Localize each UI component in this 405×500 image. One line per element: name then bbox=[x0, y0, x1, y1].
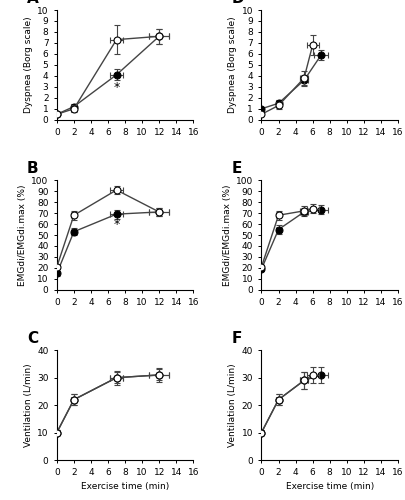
Text: *: * bbox=[113, 82, 119, 94]
Text: C: C bbox=[27, 331, 38, 346]
Text: A: A bbox=[27, 0, 38, 6]
X-axis label: Exercise time (min): Exercise time (min) bbox=[81, 482, 169, 490]
Text: *: * bbox=[113, 218, 119, 230]
Y-axis label: EMGdi/EMGdi.max (%): EMGdi/EMGdi.max (%) bbox=[18, 184, 27, 286]
Y-axis label: EMGdi/EMGdi.max (%): EMGdi/EMGdi.max (%) bbox=[222, 184, 231, 286]
Text: B: B bbox=[27, 160, 38, 176]
Text: E: E bbox=[231, 160, 241, 176]
Y-axis label: Ventilation (L/min): Ventilation (L/min) bbox=[24, 364, 33, 447]
Y-axis label: Ventilation (L/min): Ventilation (L/min) bbox=[228, 364, 237, 447]
Text: F: F bbox=[231, 331, 241, 346]
Text: D: D bbox=[231, 0, 243, 6]
Y-axis label: Dyspnea (Borg scale): Dyspnea (Borg scale) bbox=[228, 16, 237, 113]
X-axis label: Exercise time (min): Exercise time (min) bbox=[285, 482, 373, 490]
Y-axis label: Dyspnea (Borg scale): Dyspnea (Borg scale) bbox=[24, 16, 33, 113]
